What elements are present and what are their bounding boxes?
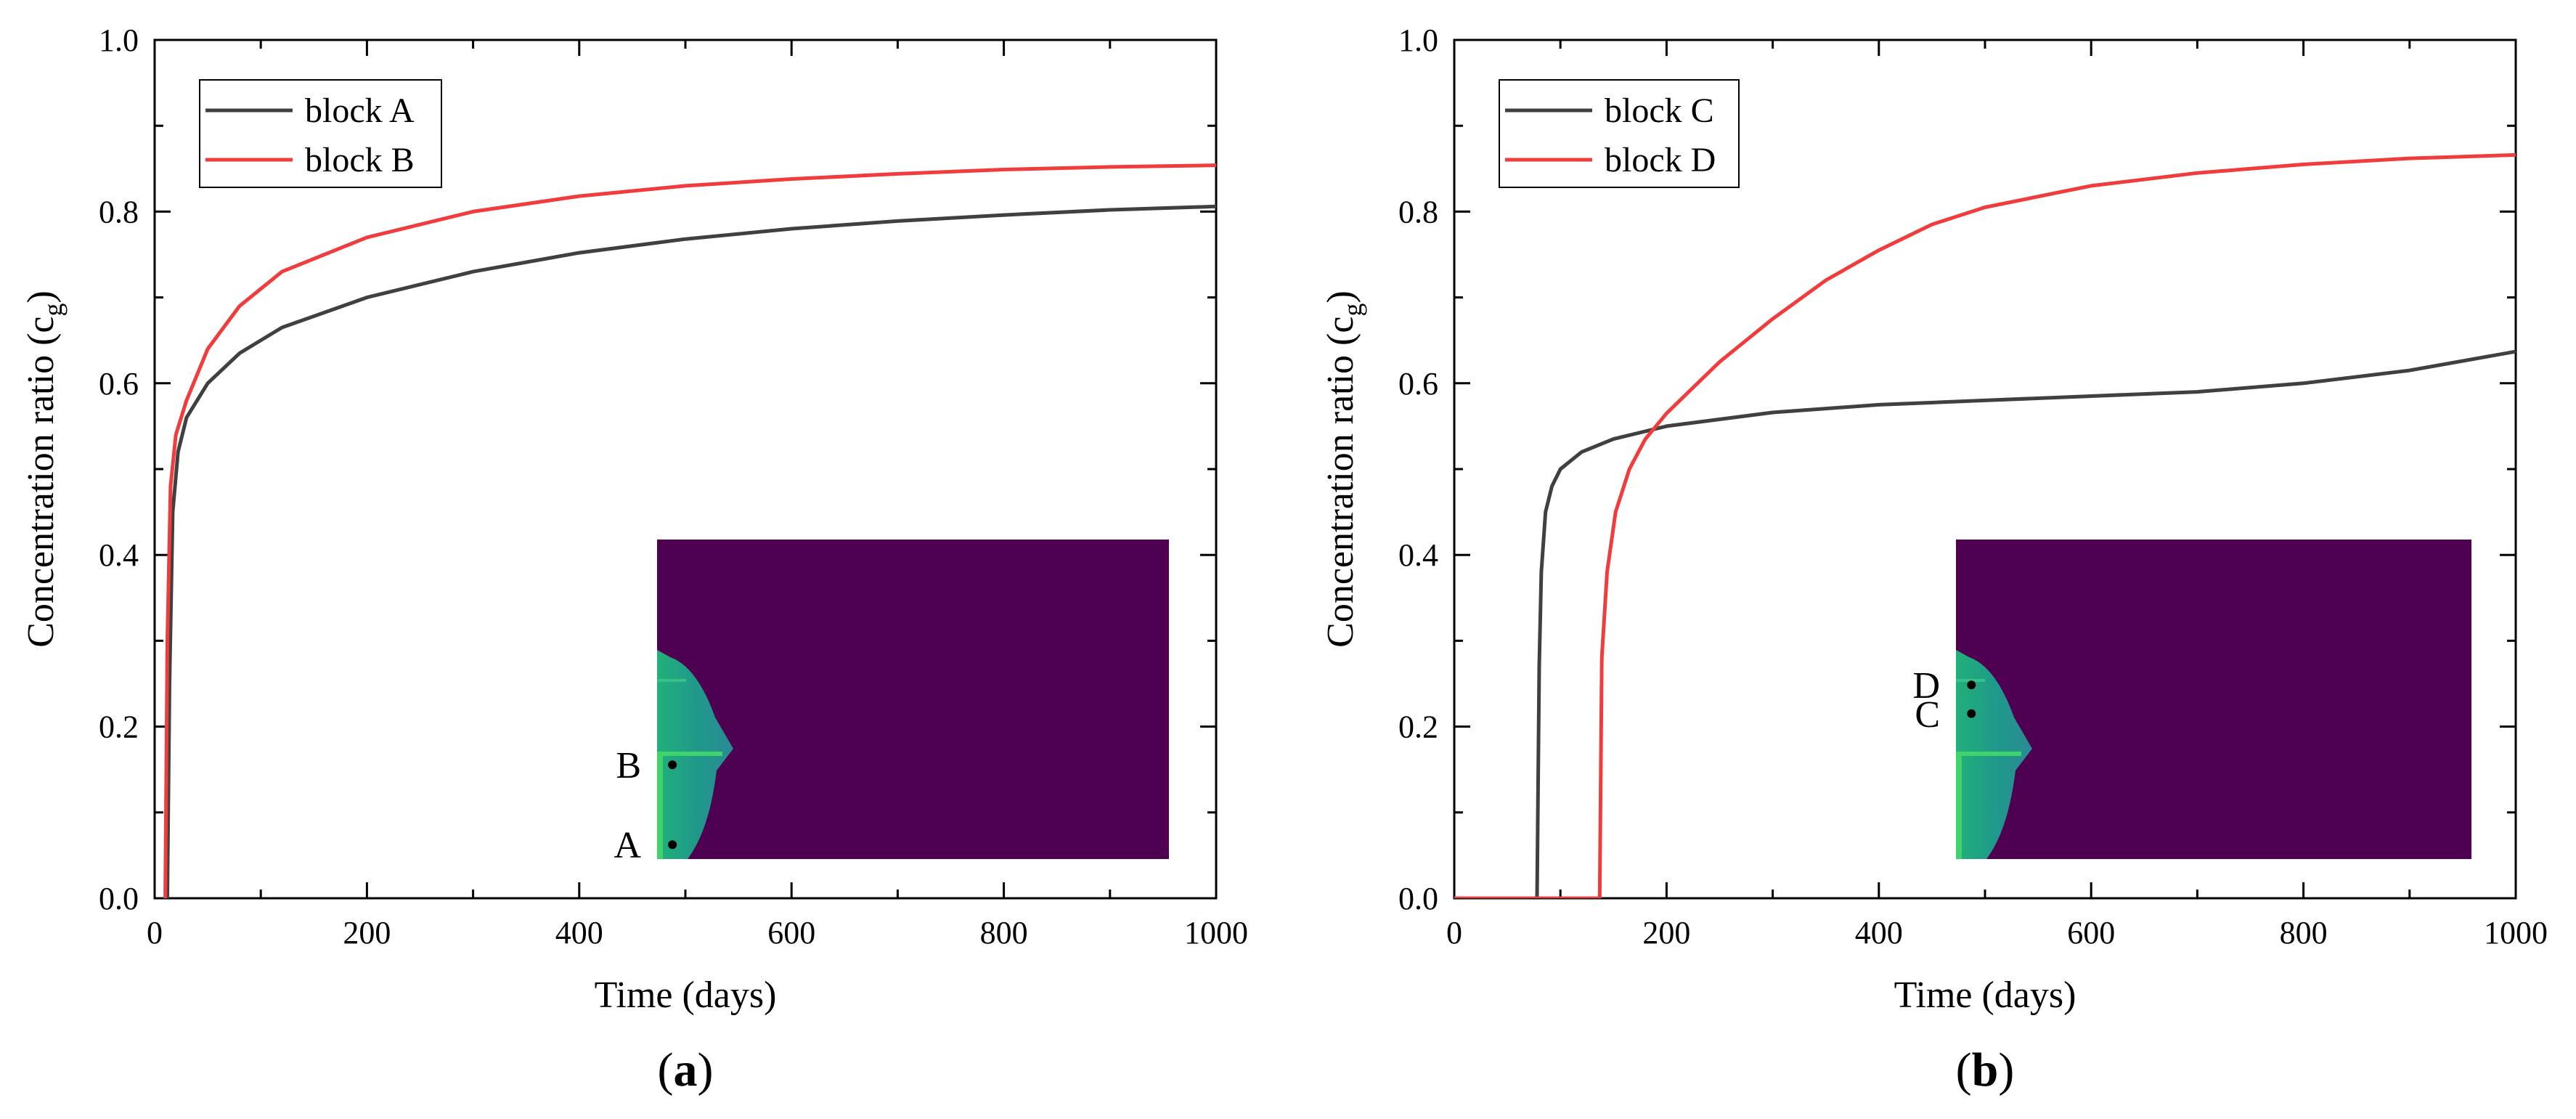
panel-b-inset-marker-dot bbox=[1967, 680, 1976, 690]
panel-b-panel-label: (b) bbox=[1956, 1043, 2015, 1096]
panel-a-y-tick-label: 1.0 bbox=[99, 23, 139, 58]
panel-b-y-tick-label: 1.0 bbox=[1398, 23, 1438, 58]
panel-a-panel-label-open: ( bbox=[658, 1043, 674, 1096]
panel-b-y-axis-label-sub: g bbox=[1338, 304, 1367, 317]
panel-a-legend-label: block A bbox=[305, 91, 415, 130]
panel-a-x-tick-label: 0 bbox=[147, 915, 163, 951]
panel-a-y-tick-label: 0.8 bbox=[99, 194, 139, 229]
panel-a-y-axis-label-close: ) bbox=[20, 290, 62, 303]
panel-b-y-tick-label: 0.6 bbox=[1398, 366, 1438, 402]
panel-b-inset-layer-line bbox=[1956, 752, 2021, 756]
chart-panel-a: 0 200 400 600 800 1000 0.0 0.2 0.4 0.6 0.8 1.0 Time … bbox=[20, 23, 1248, 1096]
panel-a-x-tick-label: 800 bbox=[980, 915, 1028, 951]
panel-b-x-tick-label: 400 bbox=[1855, 915, 1903, 951]
panel-a-x-tick-label: 400 bbox=[555, 915, 603, 951]
panel-b-panel-label-close: ) bbox=[1998, 1043, 2014, 1096]
panel-b-y-tick-label: 0.2 bbox=[1398, 709, 1438, 745]
panel-a-inset-layer-line-upper bbox=[657, 679, 686, 682]
panel-a-x-tick-label: 1000 bbox=[1184, 915, 1248, 951]
panel-a-panel-label-letter: a bbox=[674, 1043, 698, 1096]
panel-a-inset-marker-label: A bbox=[614, 825, 641, 866]
panel-b-legend-label: block C bbox=[1605, 91, 1714, 130]
panel-a-inset-layer-line bbox=[657, 752, 722, 756]
panel-b-y-axis-label-main: Concentration ratio (c bbox=[1320, 317, 1361, 648]
panel-a-y-axis-label-sub: g bbox=[38, 304, 68, 317]
panel-b-y-axis-label: Concentration ratio (cg) bbox=[1320, 290, 1367, 648]
panel-b-panel-label-letter: b bbox=[1972, 1043, 1999, 1096]
panel-b-y-tick-label: 0.8 bbox=[1398, 194, 1438, 229]
panel-a-legend-label: block B bbox=[305, 141, 415, 179]
panel-a-inset-marker-dot bbox=[668, 760, 677, 770]
panel-b-inset-marker-label: D bbox=[1912, 665, 1940, 707]
panel-a-x-tick-label: 600 bbox=[767, 915, 815, 951]
chart-panel-b: 0 200 400 600 800 1000 0.0 0.2 0.4 0.6 0.8 1.0 Time … bbox=[1320, 23, 2548, 1096]
panel-b-inset-marker-dot bbox=[1967, 709, 1976, 718]
panel-b-inset-injection-edge bbox=[1956, 756, 1962, 859]
panel-b-series-line-block-c bbox=[1454, 349, 2516, 898]
panel-a-panel-label: (a) bbox=[658, 1043, 714, 1096]
panel-a-panel-label-close: ) bbox=[698, 1043, 714, 1096]
panel-a-series-line-block-a bbox=[166, 204, 1216, 898]
panel-b-x-axis-label: Time (days) bbox=[1894, 974, 2076, 1016]
panel-b-x-tick-label: 600 bbox=[2067, 915, 2115, 951]
panel-a-y-tick-label: 0.4 bbox=[99, 537, 139, 573]
panel-a-legend-box bbox=[199, 79, 442, 188]
panel-a-inset-marker-label: B bbox=[616, 745, 641, 786]
panel-a-inset-marker-dot bbox=[668, 840, 677, 850]
panel-a-y-tick-label: 0.0 bbox=[99, 881, 139, 916]
panel-a-y-tick-label: 0.2 bbox=[99, 709, 139, 745]
panel-b-inset-marker-label: C bbox=[1915, 694, 1940, 736]
panel-b-inset-layer-line-upper bbox=[1956, 679, 1985, 682]
panel-b-x-tick-label: 1000 bbox=[2484, 915, 2548, 951]
panel-b-x-tick-label: 200 bbox=[1642, 915, 1690, 951]
panel-b-panel-label-open: ( bbox=[1956, 1043, 1972, 1096]
panel-b-y-axis-label-close: ) bbox=[1320, 290, 1361, 303]
panel-a-series-line-block-b bbox=[163, 163, 1216, 898]
panel-b-legend-label: block D bbox=[1605, 141, 1716, 179]
panel-a-inset-injection-edge bbox=[657, 756, 663, 859]
panel-b-series-line-block-d bbox=[1454, 152, 2516, 898]
panel-a-inset-image bbox=[657, 540, 1169, 859]
panel-a-y-axis-label: Concentration ratio (cg) bbox=[20, 290, 68, 648]
panel-b-legend-box bbox=[1499, 79, 1740, 188]
panel-a-y-tick-label: 0.6 bbox=[99, 366, 139, 402]
panel-a-x-tick-label: 200 bbox=[343, 915, 391, 951]
panel-b-y-tick-label: 0.4 bbox=[1398, 537, 1438, 573]
panel-a-x-axis-label: Time (days) bbox=[595, 974, 777, 1016]
panel-b-x-tick-label: 0 bbox=[1446, 915, 1462, 951]
panel-a-y-axis-label-main: Concentration ratio (c bbox=[20, 317, 62, 648]
panel-b-inset-image bbox=[1956, 540, 2471, 859]
panel-b-y-tick-label: 0.0 bbox=[1398, 881, 1438, 916]
panel-b-x-tick-label: 800 bbox=[2280, 915, 2328, 951]
